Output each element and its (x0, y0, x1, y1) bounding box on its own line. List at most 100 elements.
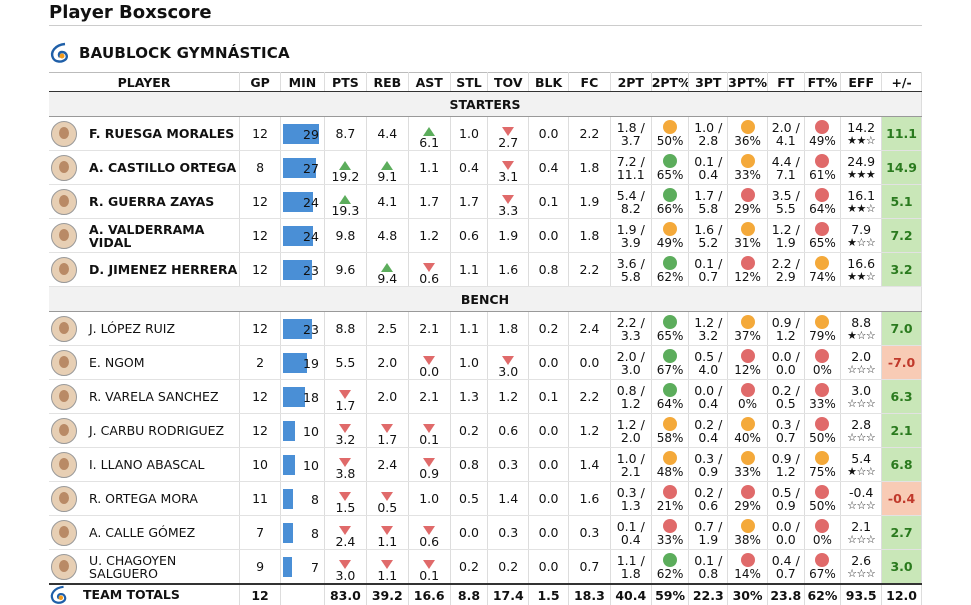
player-row[interactable]: R. ORTEGA MORA 11 8 1.5 0.5 1.0 0.5 1.4 0.0 1.6 0.… (49, 481, 922, 516)
column-header[interactable]: STL (450, 72, 489, 92)
stat-value: 2.7 (498, 134, 519, 150)
stat-tov: 3.3 (487, 184, 530, 219)
eff-stack: 2.8 ☆☆☆ (841, 418, 880, 444)
stat-ast: 6.1 (408, 116, 451, 151)
stat-value: 1.7 (335, 397, 356, 413)
pct-stack: 33% (652, 519, 688, 546)
stat-stack: 2.4 (325, 518, 365, 548)
player-cell[interactable]: J. LÓPEZ RUIZ (49, 311, 241, 346)
player-cell[interactable]: A. CALLE GÓMEZ (49, 515, 241, 550)
stat-pt3p: 29% (727, 184, 768, 219)
plus-minus: 3.0 (881, 549, 922, 585)
pct-value: 65% (656, 329, 684, 343)
stat-ast: 1.1 (408, 150, 451, 185)
stat-stack: 0.6 (409, 255, 449, 285)
player-row[interactable]: U. CHAGOYEN SALGUERO 9 7 3.0 1.1 0.1 0.2 0.2 0.0… (49, 549, 922, 585)
stat-reb: 9.4 (366, 252, 409, 287)
player-cell[interactable]: E. NGOM (49, 345, 241, 380)
player-cell[interactable]: I. LLANO ABASCAL (49, 447, 241, 482)
player-row[interactable]: A. CASTILLO ORTEGA 8 27 19.2 9.1 1.1 0.4 3.1 0.4… (49, 150, 922, 185)
column-header[interactable]: MIN (280, 72, 325, 92)
player-row[interactable]: F. RUESGA MORALES 12 29 8.7 4.4 6.1 1.0 2.7 0.0 2… (49, 116, 922, 151)
column-header[interactable]: AST (408, 72, 451, 92)
column-header[interactable]: TOV (487, 72, 530, 92)
player-row[interactable]: J. LÓPEZ RUIZ 12 23 8.8 2.5 2.1 1.1 1.8 0.2 2.4 2.… (49, 311, 922, 346)
column-header[interactable]: PTS (324, 72, 367, 92)
pct-stack: 14% (728, 553, 766, 580)
stat-value: 2.4 (377, 457, 398, 472)
player-cell[interactable]: U. CHAGOYEN SALGUERO (49, 549, 241, 585)
column-header[interactable]: REB (366, 72, 409, 92)
minutes-bar-fill (282, 157, 317, 178)
stat-ftp: 0% (804, 345, 842, 380)
stat-value: 2.2 (579, 389, 600, 404)
column-header[interactable]: BLK (528, 72, 569, 92)
trend-down-icon (423, 262, 436, 272)
pct-stack: 65% (652, 154, 688, 181)
stat-tov: 3.0 (487, 345, 530, 380)
stat-gp: 7 (239, 515, 281, 550)
player-cell[interactable]: F. RUESGA MORALES (49, 116, 241, 151)
player-row[interactable]: R. GUERRA ZAYAS 12 24 19.3 4.1 1.7 1.7 3.3 0.1 1.… (49, 184, 922, 219)
plus-minus: 5.1 (881, 184, 922, 219)
pct-stack: 49% (805, 120, 840, 147)
frac-value: 1.6 / 5.2 (694, 221, 723, 250)
column-header[interactable]: 3PT (688, 72, 729, 92)
totals-ftp: 62% (804, 583, 842, 605)
player-row[interactable]: I. LLANO ABASCAL 10 10 3.8 2.4 0.9 0.8 0.3 0.0 1.… (49, 447, 922, 482)
pct-value: 50% (809, 499, 836, 513)
column-header[interactable]: FC (568, 72, 611, 92)
player-row[interactable]: R. VARELA SANCHEZ 12 18 1.7 2.0 2.1 1.3 1.2 0.1 2… (49, 379, 922, 414)
stat-ft: 0.0 / 0.0 (767, 345, 805, 380)
stat-value: 9.1 (377, 168, 398, 184)
player-cell[interactable]: D. JIMENEZ HERRERA (49, 252, 241, 287)
stat-value: 1.0 (459, 355, 479, 370)
player-name: F. RUESGA MORALES (89, 126, 235, 141)
trend-down-icon (502, 194, 515, 204)
column-header[interactable]: FT% (804, 72, 842, 92)
player-info: D. JIMENEZ HERRERA (49, 253, 239, 286)
player-cell[interactable]: J. CARBU RODRIGUEZ (49, 413, 241, 448)
player-cell[interactable]: R. GUERRA ZAYAS (49, 184, 241, 219)
stat-pt3p: 0% (727, 379, 768, 414)
column-header[interactable]: 3PT% (727, 72, 768, 92)
stat-reb: 1.1 (366, 549, 409, 585)
stat-pts: 8.8 (324, 311, 367, 346)
column-header[interactable]: 2PT (610, 72, 652, 92)
minutes-bar: 24 (282, 225, 322, 246)
player-cell[interactable]: A. VALDERRAMA VIDAL (49, 218, 241, 253)
player-info: A. CALLE GÓMEZ (49, 516, 239, 549)
avatar (51, 120, 77, 147)
stat-ft: 0.3 / 0.7 (767, 413, 805, 448)
column-header[interactable]: PLAYER (49, 72, 241, 92)
column-header[interactable]: FT (767, 72, 805, 92)
stat-pt3p: 12% (727, 345, 768, 380)
player-cell[interactable]: A. CASTILLO ORTEGA (49, 150, 241, 185)
stat-pt3: 1.2 / 3.2 (688, 311, 729, 346)
plus-minus: 7.0 (881, 311, 922, 346)
rating-dot-icon (815, 417, 830, 431)
player-cell[interactable]: R. ORTEGA MORA (49, 481, 241, 516)
column-header[interactable]: +/- (881, 72, 922, 92)
stat-value: 5.5 (335, 355, 356, 370)
player-row[interactable]: A. VALDERRAMA VIDAL 12 24 9.8 4.8 1.2 0.6 1.9 0.… (49, 218, 922, 253)
player-row[interactable]: E. NGOM 2 19 5.5 2.0 0.0 1.0 3.0 0.0 0.0 2.0 / 3.0… (49, 345, 922, 380)
player-row[interactable]: J. CARBU RODRIGUEZ 12 10 3.2 1.7 0.1 0.2 0.6 0.0… (49, 413, 922, 448)
player-cell[interactable]: R. VARELA SANCHEZ (49, 379, 241, 414)
column-header[interactable]: GP (239, 72, 281, 92)
player-row[interactable]: A. CALLE GÓMEZ 7 8 2.4 1.1 0.6 0.0 0.3 0.0 0.3 0.1… (49, 515, 922, 550)
stat-ft: 0.4 / 0.7 (767, 549, 805, 585)
rating-dot-icon (815, 519, 830, 533)
stat-ast: 0.0 (408, 345, 451, 380)
stat-value: 1.1 (377, 533, 398, 549)
avatar (51, 519, 77, 546)
pct-stack: 31% (728, 222, 766, 249)
eff-stars: ☆☆☆ (847, 498, 876, 512)
stat-value: 1.7 (419, 194, 440, 209)
stat-pt2p: 21% (651, 481, 690, 516)
totals-fc: 18.3 (568, 583, 611, 605)
column-header[interactable]: EFF (840, 72, 883, 92)
player-info: E. NGOM (49, 346, 239, 379)
column-header[interactable]: 2PT% (651, 72, 690, 92)
player-row[interactable]: D. JIMENEZ HERRERA 12 23 9.6 9.4 0.6 1.1 1.6 0.8… (49, 252, 922, 287)
